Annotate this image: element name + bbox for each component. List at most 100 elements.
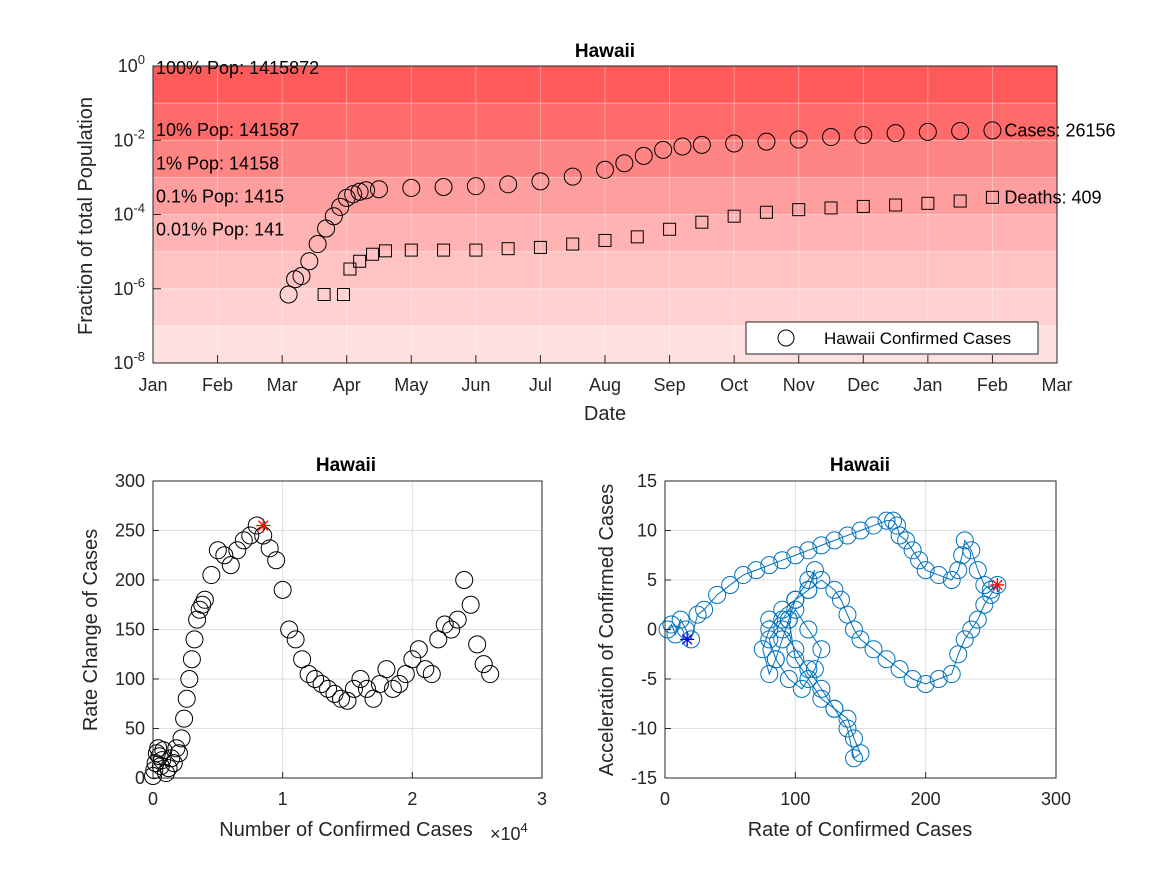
bl-point bbox=[481, 665, 500, 684]
br-point bbox=[981, 580, 1000, 599]
bl-point bbox=[234, 531, 253, 550]
bl-point bbox=[332, 689, 351, 708]
br-x-tick-label: 0 bbox=[660, 789, 670, 809]
bl-point bbox=[180, 670, 199, 688]
br-point bbox=[831, 590, 850, 609]
population-band-1 bbox=[153, 103, 1057, 141]
bl-y-tick-label: 50 bbox=[125, 719, 145, 739]
bl-point bbox=[293, 650, 312, 669]
population-band-3 bbox=[153, 177, 1057, 215]
br-point bbox=[812, 536, 831, 555]
bl-point bbox=[396, 665, 415, 684]
population-band-0 bbox=[153, 66, 1057, 104]
top-x-tick-label: Dec bbox=[847, 375, 879, 395]
br-point bbox=[779, 670, 798, 688]
br-point bbox=[877, 511, 896, 530]
br-point bbox=[968, 610, 987, 629]
br-point bbox=[825, 531, 844, 550]
br-point bbox=[786, 640, 805, 659]
bottom-right-chart-title: Hawaii bbox=[830, 455, 890, 476]
br-point bbox=[779, 610, 798, 629]
case-point bbox=[531, 172, 550, 191]
tick-base: 10 bbox=[113, 279, 133, 299]
case-point bbox=[324, 207, 343, 226]
death-point bbox=[985, 190, 999, 204]
bl-point bbox=[312, 674, 331, 693]
br-point bbox=[760, 630, 779, 649]
bottom-left-y-axis-label: Rate Change of Cases bbox=[80, 529, 102, 731]
br-point bbox=[662, 615, 681, 634]
br-point bbox=[812, 571, 831, 589]
case-point bbox=[983, 121, 1002, 140]
death-point bbox=[695, 215, 709, 229]
bl-point bbox=[370, 674, 389, 693]
case-point bbox=[300, 252, 319, 271]
case-point bbox=[692, 135, 711, 154]
top-x-tick-label: Jan bbox=[913, 375, 942, 395]
x-exponent-base: ×10 bbox=[490, 824, 521, 844]
br-point bbox=[916, 674, 935, 693]
br-y-tick-label: 15 bbox=[637, 471, 657, 491]
br-point bbox=[903, 670, 922, 688]
case-point bbox=[596, 160, 614, 179]
br-point bbox=[671, 610, 690, 629]
top-x-ticks: Jan Feb Mar Apr May Jun Jul Aug Sep Oct Nov Dec Jan F… bbox=[138, 355, 1073, 395]
bottom-left-x-ticks: 0 1 2 3 bbox=[148, 772, 547, 809]
bl-point bbox=[286, 630, 305, 649]
legend-box bbox=[745, 321, 1039, 355]
bl-point bbox=[260, 539, 279, 558]
bottom-right-series bbox=[658, 511, 1007, 768]
population-band-6 bbox=[153, 288, 1057, 326]
br-point bbox=[753, 640, 772, 659]
bl-point bbox=[364, 689, 383, 708]
br-point bbox=[962, 541, 981, 560]
case-point bbox=[951, 121, 970, 140]
br-y-tick-label: 5 bbox=[647, 570, 657, 590]
bl-point bbox=[241, 526, 260, 545]
bl-point bbox=[164, 754, 183, 773]
bottom-right-chart: 15 10 5 0 -5 -10 -15 0 100 200 300 Hawaii Rate of… bbox=[596, 455, 1071, 841]
bl-point bbox=[429, 630, 448, 649]
death-point bbox=[437, 243, 451, 257]
case-point bbox=[854, 126, 873, 145]
top-x-tick-label: Nov bbox=[783, 375, 815, 395]
bottom-left-series bbox=[144, 516, 500, 786]
bl-point bbox=[319, 679, 338, 698]
case-point bbox=[725, 134, 744, 153]
bl-point bbox=[468, 635, 487, 654]
top-y-tick-label: 10-6 bbox=[113, 275, 145, 299]
br-point bbox=[747, 561, 766, 580]
br-point bbox=[910, 551, 929, 570]
bl-point bbox=[403, 650, 422, 669]
top-x-tick-label: Jul bbox=[529, 375, 552, 395]
death-point bbox=[598, 233, 612, 247]
br-point bbox=[929, 670, 948, 688]
br-x-tick-label: 300 bbox=[1041, 789, 1071, 809]
br-point bbox=[851, 521, 870, 540]
bl-point bbox=[306, 670, 325, 688]
population-bands bbox=[153, 66, 1057, 363]
bl-point bbox=[461, 595, 480, 614]
bl-point bbox=[228, 541, 247, 560]
case-point bbox=[350, 182, 369, 201]
bl-point bbox=[474, 655, 493, 674]
br-point bbox=[962, 620, 981, 639]
bl-point bbox=[202, 566, 221, 585]
death-point bbox=[759, 205, 773, 219]
death-point bbox=[336, 288, 350, 302]
case-point bbox=[757, 132, 776, 151]
br-point bbox=[786, 546, 805, 565]
top-chart: 100% Pop: 1415872 10% Pop: 141587 1% Pop: … bbox=[75, 41, 1116, 425]
population-band-labels: 100% Pop: 1415872 10% Pop: 141587 1% Pop: … bbox=[156, 58, 319, 240]
br-point bbox=[975, 595, 994, 614]
tick-base: 10 bbox=[118, 56, 138, 76]
bl-point bbox=[208, 541, 227, 560]
bottom-right-y-axis-label: Acceleration of Confirmed Cases bbox=[596, 484, 618, 776]
case-point bbox=[822, 128, 840, 147]
br-point bbox=[786, 650, 805, 669]
br-point bbox=[812, 689, 831, 708]
br-point bbox=[955, 531, 974, 550]
death-point bbox=[566, 237, 580, 251]
death-point bbox=[469, 243, 483, 257]
death-point bbox=[663, 222, 677, 236]
